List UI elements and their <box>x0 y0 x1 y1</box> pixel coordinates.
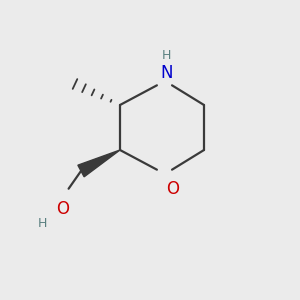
Text: H: H <box>37 217 47 230</box>
Text: O: O <box>56 200 70 217</box>
Text: O: O <box>166 180 179 198</box>
Polygon shape <box>78 150 120 177</box>
Text: N: N <box>160 64 173 82</box>
Text: H: H <box>162 49 171 62</box>
